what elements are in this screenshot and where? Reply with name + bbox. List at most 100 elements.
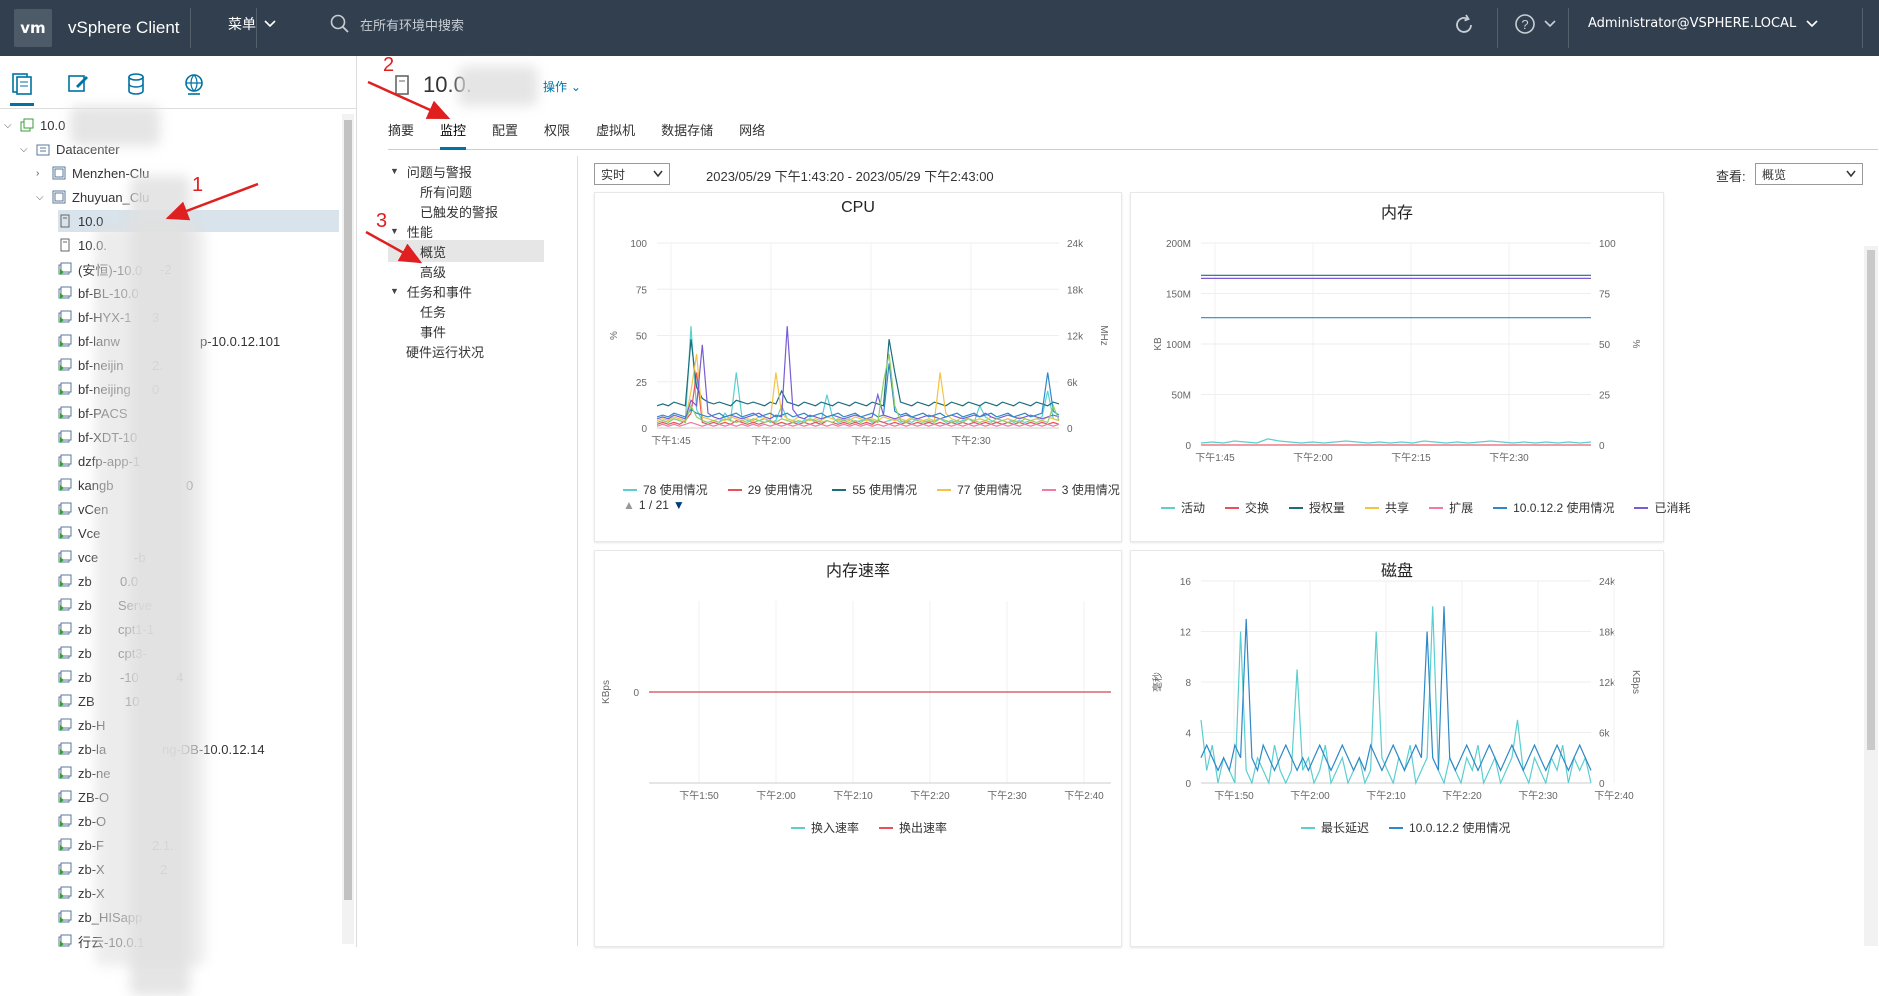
legend-pager[interactable]: ▲ 1 / 21 ▼: [623, 498, 685, 512]
x-tick-label: 下午2:30: [1489, 451, 1529, 464]
tree-item[interactable]: ZB: [58, 690, 95, 712]
nav-item[interactable]: 事件: [388, 320, 544, 342]
legend-item[interactable]: 换入速率: [791, 819, 859, 836]
nav-item[interactable]: 任务: [388, 300, 544, 322]
networking-tab[interactable]: [182, 72, 206, 96]
legend-item[interactable]: 交换: [1225, 499, 1269, 516]
nav-item[interactable]: 概览: [388, 240, 544, 262]
legend-item[interactable]: 78 使用情况: [623, 481, 708, 498]
tree-item[interactable]: zb: [58, 642, 92, 664]
legend-item[interactable]: 已消耗: [1634, 499, 1690, 516]
tab-item[interactable]: 摘要: [388, 123, 415, 138]
tab-item[interactable]: 数据存储: [661, 123, 714, 138]
global-search[interactable]: 在所有环境中搜索: [330, 14, 464, 34]
tab-item[interactable]: 配置: [492, 123, 519, 138]
view-value: 概览: [1762, 167, 1787, 182]
host-icon: [395, 75, 409, 95]
nav-item[interactable]: 所有问题: [388, 180, 544, 202]
vms-templates-tab[interactable]: [66, 72, 90, 96]
legend-item[interactable]: 活动: [1161, 499, 1205, 516]
legend-item[interactable]: 换出速率: [879, 819, 947, 836]
navigator-tabs: [0, 56, 357, 109]
chevron-down-icon: [653, 170, 663, 178]
tree-item[interactable]: ⌵ 10.0: [4, 114, 65, 136]
legend-item[interactable]: 29 使用情况: [727, 481, 812, 498]
legend-item[interactable]: 扩展: [1429, 499, 1473, 516]
period-select[interactable]: 实时: [594, 163, 670, 185]
hosts-clusters-tab[interactable]: [10, 72, 34, 106]
sidebar-scrollbar[interactable]: [342, 114, 354, 944]
storage-tab[interactable]: [124, 72, 148, 96]
nav-item[interactable]: 已触发的警报: [388, 200, 544, 222]
monitor-subnav: ▼ 问题与警报所有问题 已触发的警报 ▼ 性能 概览 高级 ▼ 任务和事件 任务 事件硬件运行状况: [388, 156, 578, 946]
legend-item[interactable]: 10.0.12.2 使用情况: [1389, 819, 1510, 836]
tree-item[interactable]: zb: [58, 594, 92, 616]
tree-item[interactable]: › Menzhen-Clu: [36, 162, 149, 184]
legend-item[interactable]: 共享: [1365, 499, 1409, 516]
tree-item[interactable]: vce: [58, 546, 98, 568]
legend-item[interactable]: 77 使用情况: [937, 481, 1022, 498]
chevron-down-icon: [1806, 19, 1818, 27]
chart-title: 内存: [1380, 205, 1413, 222]
view-select[interactable]: 概览: [1755, 163, 1863, 185]
tree-item[interactable]: ⌵ Zhuyuan_Clu: [36, 186, 149, 208]
chevron-right-icon[interactable]: ›: [36, 167, 40, 179]
actions-menu[interactable]: 操作 ⌄: [543, 78, 581, 95]
tree-item-label: Menzhen-Clu: [72, 165, 150, 181]
legend-item[interactable]: 最长延迟: [1301, 819, 1369, 836]
tab-item[interactable]: 权限: [544, 123, 571, 138]
legend-item[interactable]: 3 使用情况: [1041, 481, 1120, 498]
nav-label: 所有问题: [420, 184, 473, 200]
menu-button[interactable]: 菜单: [228, 14, 276, 34]
tree-item[interactable]: zb: [58, 666, 92, 688]
legend-item[interactable]: 授权量: [1289, 499, 1345, 516]
privacy-blur: [70, 106, 160, 146]
nav-group[interactable]: ▼ 任务和事件: [388, 280, 544, 302]
user-menu[interactable]: Administrator@VSPHERE.LOCAL: [1588, 16, 1818, 31]
legend-item[interactable]: 10.0.12.2 使用情况: [1493, 499, 1614, 516]
main-scrollbar[interactable]: [1864, 246, 1878, 946]
chevron-down-icon[interactable]: ⌵: [4, 119, 12, 131]
chevron-down-icon[interactable]: ⌵: [20, 143, 28, 155]
x-tick-label: 下午1:45: [651, 434, 691, 447]
y2-tick-label: 6k: [1067, 378, 1079, 389]
legend-swatch: [1389, 826, 1404, 829]
vm-icon: [58, 382, 72, 396]
legend-swatch: [1041, 488, 1056, 491]
triangle-up-icon[interactable]: ▲: [623, 498, 635, 512]
annotation-label: 1: [192, 174, 204, 196]
annotation-label: 3: [376, 210, 388, 232]
chevron-down-icon[interactable]: ⌵: [36, 191, 44, 203]
legend-swatch: [1225, 506, 1240, 509]
help-menu[interactable]: ?: [1513, 12, 1557, 36]
chevron-down-icon[interactable]: ▼: [390, 226, 399, 236]
tree-item[interactable]: Vce: [58, 522, 100, 544]
legend-label: 换入速率: [811, 821, 860, 835]
nav-label: 硬件运行状况: [406, 344, 485, 360]
nav-label: 问题与警报: [406, 164, 472, 180]
tab-item[interactable]: 监控: [440, 116, 467, 150]
legend-item[interactable]: 55 使用情况: [832, 481, 917, 498]
tree-item[interactable]: zb: [58, 618, 92, 640]
nav-group[interactable]: ▼ 问题与警报: [388, 160, 544, 182]
tree-item[interactable]: zb: [58, 570, 92, 592]
scrollbar-thumb[interactable]: [1867, 250, 1875, 750]
tab-item[interactable]: 虚拟机: [596, 123, 636, 138]
chevron-down-icon[interactable]: ▼: [390, 166, 399, 176]
tab-item[interactable]: 网络: [739, 123, 766, 138]
main-content: 10.0. 操作 ⌄ 摘要 监控 配置 权限 虚拟机 数据存储 网络 ▼ 问题与警报 所有问题已…: [358, 56, 1879, 947]
scrollbar-thumb[interactable]: [344, 120, 352, 900]
nav-group[interactable]: ▼ 性能: [388, 220, 544, 242]
nav-item[interactable]: 高级: [388, 260, 544, 282]
nav-item[interactable]: 硬件运行状况: [388, 340, 544, 362]
chevron-down-icon[interactable]: ▼: [390, 286, 399, 296]
triangle-down-icon[interactable]: ▼: [672, 498, 685, 512]
vm-icon: [58, 454, 72, 468]
y2-tick-label: 12k: [1067, 332, 1084, 343]
cluster-icon: [52, 190, 66, 204]
app-title[interactable]: vSphere Client: [68, 18, 180, 37]
vm-icon: [58, 358, 72, 372]
y2-tick-label: 18k: [1067, 285, 1084, 296]
refresh-icon[interactable]: [1452, 13, 1476, 37]
cpu-chart: 100 75 50 25 0 24k 18k 12k 6k 0 下午1:45 下午2:00 下午2:15…: [609, 239, 1109, 447]
